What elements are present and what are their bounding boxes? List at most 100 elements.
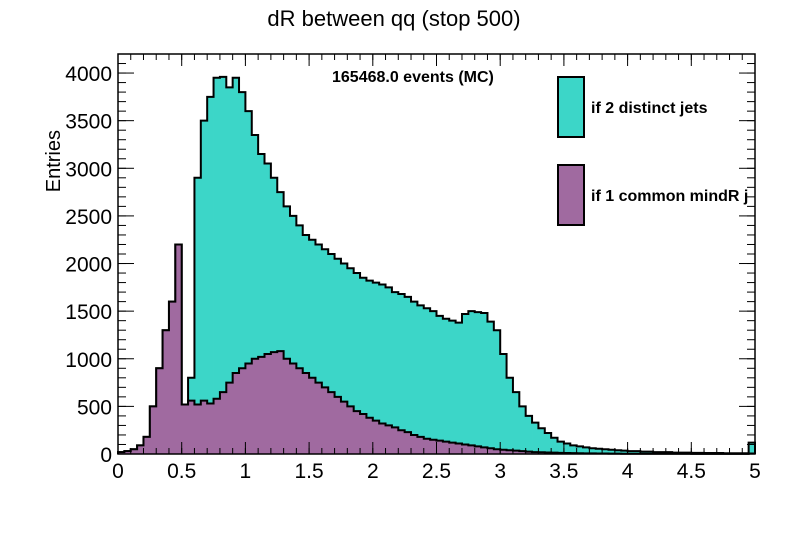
y-tick-label: 2000 bbox=[65, 254, 112, 277]
plot-area bbox=[117, 75, 756, 455]
x-tick-label: 5 bbox=[749, 460, 761, 483]
histogram-bin bbox=[245, 111, 253, 455]
histogram-bin bbox=[188, 400, 195, 454]
legend-swatch-common-jet bbox=[557, 164, 585, 226]
histogram-bin bbox=[175, 244, 183, 454]
histogram-bin bbox=[379, 423, 386, 454]
legend: if 2 distinct jets if 1 common mindR j bbox=[557, 76, 748, 226]
y-tick-label: 3000 bbox=[65, 158, 112, 181]
histogram-bin bbox=[461, 314, 469, 454]
histogram-bin bbox=[379, 284, 386, 454]
histogram-bin bbox=[468, 311, 476, 454]
x-tick-label: 3.5 bbox=[549, 460, 578, 483]
series-1 bbox=[117, 243, 756, 455]
histogram-bin bbox=[213, 398, 221, 454]
histogram-bin bbox=[200, 400, 208, 454]
y-tick-label: 1500 bbox=[65, 301, 112, 324]
histogram-bin bbox=[391, 427, 399, 454]
histogram-bin bbox=[226, 382, 234, 454]
histogram-bin bbox=[200, 120, 208, 455]
histogram-bin bbox=[570, 445, 578, 454]
histogram-bin bbox=[321, 249, 329, 454]
histogram-bin bbox=[423, 308, 431, 454]
histogram-bin bbox=[398, 294, 406, 454]
histogram-bin bbox=[512, 392, 520, 454]
histogram-bin bbox=[474, 446, 482, 454]
histogram-bin bbox=[207, 96, 214, 454]
histogram-bin bbox=[245, 363, 253, 454]
histogram-bin bbox=[162, 330, 170, 454]
histogram-bin bbox=[226, 87, 234, 454]
histogram-bin bbox=[258, 356, 265, 454]
histogram-bin bbox=[239, 92, 246, 454]
histogram-bin bbox=[137, 445, 144, 454]
legend-swatch-distinct-jets bbox=[557, 76, 585, 138]
y-axis: 0 500 1000 1500 2000 2500 3000 3500 4000 bbox=[65, 53, 755, 467]
histogram-bin bbox=[347, 406, 355, 454]
histogram-bin bbox=[372, 420, 380, 454]
histogram-bin bbox=[277, 351, 285, 454]
histogram-bin bbox=[430, 439, 437, 454]
histogram-bin bbox=[270, 352, 278, 454]
y-tick-label: 0 bbox=[100, 444, 112, 467]
histogram-bin bbox=[340, 401, 348, 454]
histogram-bin bbox=[207, 403, 214, 454]
histogram-bin bbox=[296, 368, 304, 454]
histogram-bin bbox=[232, 373, 240, 454]
histogram-bin bbox=[353, 411, 361, 454]
x-tick-label: 3 bbox=[494, 460, 506, 483]
histogram-bin bbox=[474, 312, 482, 454]
histogram-bin bbox=[149, 406, 157, 454]
histogram-bin bbox=[411, 434, 418, 454]
histogram-bin bbox=[219, 76, 227, 454]
histogram-bin bbox=[487, 321, 495, 454]
histogram-bin bbox=[289, 215, 297, 454]
histogram-bin bbox=[576, 446, 584, 454]
histogram-bin bbox=[219, 392, 227, 454]
histogram-bin bbox=[340, 263, 348, 454]
histogram-bin bbox=[239, 368, 246, 454]
histogram-bin bbox=[385, 287, 393, 454]
histogram-bin bbox=[213, 77, 221, 455]
histogram-bin bbox=[583, 447, 590, 454]
histogram-bin bbox=[347, 268, 355, 454]
histogram-bin bbox=[277, 192, 285, 454]
histogram-bin bbox=[621, 450, 628, 454]
histogram-bin bbox=[633, 451, 641, 454]
histogram-bin bbox=[289, 363, 297, 454]
histogram-bin bbox=[417, 436, 425, 454]
histogram-bin bbox=[589, 448, 597, 454]
histogram-bin bbox=[334, 396, 342, 454]
histogram-bin bbox=[404, 432, 412, 454]
histogram-bin bbox=[391, 292, 399, 454]
histogram-bin bbox=[602, 449, 609, 454]
histogram-bin bbox=[258, 154, 265, 454]
y-tick-label: 500 bbox=[77, 396, 112, 419]
histogram-bin bbox=[563, 443, 571, 454]
histogram-bin bbox=[519, 406, 527, 454]
x-tick-label: 1 bbox=[240, 460, 252, 483]
histogram-bin bbox=[372, 282, 380, 454]
histogram-bin bbox=[430, 311, 437, 454]
histogram-bin bbox=[525, 415, 533, 454]
histogram-bin bbox=[449, 320, 457, 454]
series-0 bbox=[117, 75, 756, 455]
histogram-bin bbox=[334, 258, 342, 454]
histogram-bin bbox=[538, 428, 546, 454]
histogram-bin bbox=[493, 330, 501, 454]
x-tick-label: 4.5 bbox=[677, 460, 706, 483]
histogram-bin bbox=[302, 373, 310, 454]
histogram-bin bbox=[194, 404, 202, 454]
histogram-bin bbox=[461, 444, 469, 454]
histogram-bin bbox=[442, 441, 450, 454]
histogram-bin bbox=[551, 437, 558, 454]
histogram-bin bbox=[283, 358, 291, 454]
histogram-bin bbox=[544, 433, 552, 454]
histogram-bin bbox=[748, 442, 756, 454]
x-tick-label: 4 bbox=[622, 460, 634, 483]
histogram-bin bbox=[251, 358, 259, 454]
histogram-bin bbox=[500, 354, 507, 454]
histogram-bin bbox=[251, 134, 259, 454]
histogram-bin bbox=[264, 163, 272, 454]
histogram-bin bbox=[194, 177, 202, 455]
